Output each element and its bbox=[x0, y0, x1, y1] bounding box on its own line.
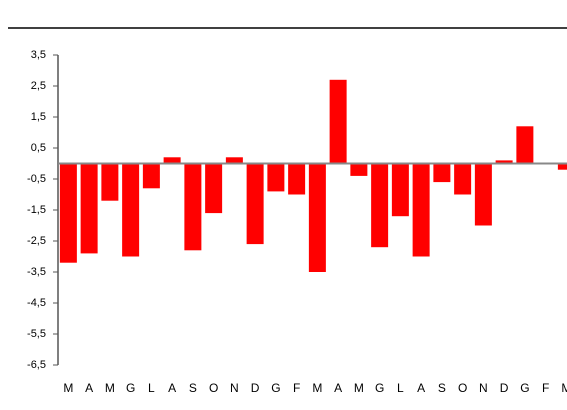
y-tick-label: -1,5 bbox=[27, 204, 46, 216]
bar bbox=[308, 163, 326, 272]
x-tick-label: O bbox=[458, 381, 467, 395]
bar bbox=[142, 163, 160, 189]
x-tick-label: M bbox=[312, 381, 322, 395]
bar bbox=[122, 163, 140, 257]
bar bbox=[225, 157, 243, 164]
bar bbox=[329, 79, 347, 164]
bar bbox=[163, 157, 181, 164]
y-tick-label: 3,5 bbox=[31, 49, 46, 61]
y-tick-label: -6,5 bbox=[27, 359, 46, 371]
x-tick-label: M bbox=[561, 381, 567, 395]
x-tick-label: D bbox=[251, 381, 260, 395]
y-tick-label: 0,5 bbox=[31, 142, 46, 154]
x-tick-label: G bbox=[271, 381, 280, 395]
x-tick-label: M bbox=[63, 381, 73, 395]
bar bbox=[59, 163, 77, 263]
y-tick-label: -5,5 bbox=[27, 328, 46, 340]
y-tick-label: -3,5 bbox=[27, 266, 46, 278]
y-tick-label: -0,5 bbox=[27, 173, 46, 185]
bar bbox=[412, 163, 430, 257]
x-tick-label: D bbox=[500, 381, 509, 395]
bar bbox=[454, 163, 472, 195]
bar bbox=[267, 163, 285, 192]
bar bbox=[433, 163, 451, 183]
bar bbox=[371, 163, 389, 248]
x-tick-label: A bbox=[85, 381, 93, 395]
x-tick-label: F bbox=[293, 381, 300, 395]
y-tick-label: 1,5 bbox=[31, 111, 46, 123]
y-tick-label: -2,5 bbox=[27, 235, 46, 247]
bar bbox=[391, 163, 409, 217]
bar bbox=[205, 163, 223, 214]
bar bbox=[184, 163, 202, 251]
bar bbox=[516, 126, 534, 164]
x-tick-label: S bbox=[189, 381, 197, 395]
x-tick-label: A bbox=[417, 381, 425, 395]
x-tick-label: L bbox=[148, 381, 155, 395]
x-tick-label: L bbox=[397, 381, 404, 395]
y-tick-label: 2,5 bbox=[31, 80, 46, 92]
x-tick-label: M bbox=[354, 381, 364, 395]
x-tick-label: G bbox=[520, 381, 529, 395]
bar bbox=[474, 163, 492, 226]
bar bbox=[80, 163, 98, 254]
x-tick-label: N bbox=[230, 381, 239, 395]
bar bbox=[288, 163, 306, 195]
x-tick-label: S bbox=[438, 381, 446, 395]
bar bbox=[246, 163, 264, 245]
x-tick-label: O bbox=[209, 381, 218, 395]
x-tick-label: N bbox=[479, 381, 488, 395]
x-tick-label: A bbox=[168, 381, 176, 395]
bar bbox=[350, 163, 368, 176]
x-tick-label: A bbox=[334, 381, 342, 395]
y-tick-label: -4,5 bbox=[27, 297, 46, 309]
x-tick-label: F bbox=[542, 381, 549, 395]
x-tick-label: G bbox=[375, 381, 384, 395]
bar bbox=[101, 163, 119, 201]
x-tick-label: G bbox=[126, 381, 135, 395]
bar bbox=[495, 160, 513, 164]
x-tick-label: M bbox=[105, 381, 115, 395]
bar bbox=[557, 163, 567, 170]
